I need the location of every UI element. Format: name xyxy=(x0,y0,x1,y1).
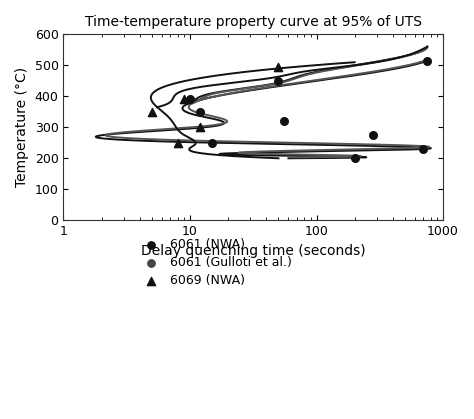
6061 (Gulloti et al.) xyxy=(419,146,427,153)
6061 (Gulloti et al.) xyxy=(280,118,287,124)
6061 (NWA) xyxy=(423,57,431,64)
6061 (NWA) xyxy=(419,146,427,153)
6061 (Gulloti et al.) xyxy=(196,109,204,115)
6069 (NWA) xyxy=(274,64,282,70)
Y-axis label: Temperature (°C): Temperature (°C) xyxy=(15,67,29,187)
6069 (NWA) xyxy=(174,140,182,146)
X-axis label: Delay quenching time (seconds): Delay quenching time (seconds) xyxy=(141,244,365,258)
6069 (NWA) xyxy=(196,124,204,131)
6061 (NWA) xyxy=(209,140,216,146)
6061 (NWA) xyxy=(274,78,282,84)
6061 (Gulloti et al.) xyxy=(274,78,282,84)
6061 (Gulloti et al.) xyxy=(209,140,216,146)
6069 (NWA) xyxy=(148,109,155,115)
6061 (Gulloti et al.) xyxy=(186,96,194,103)
6069 (NWA) xyxy=(181,96,188,103)
Title: Time-temperature property curve at 95% of UTS: Time-temperature property curve at 95% o… xyxy=(85,15,422,29)
6061 (Gulloti et al.) xyxy=(423,57,431,64)
6061 (NWA) xyxy=(369,132,377,138)
6061 (NWA) xyxy=(351,155,358,162)
6061 (NWA) xyxy=(196,109,204,115)
6061 (Gulloti et al.) xyxy=(369,132,377,138)
Legend: 6061 (NWA), 6061 (Gulloti et al.), 6069 (NWA): 6061 (NWA), 6061 (Gulloti et al.), 6069 … xyxy=(134,233,297,292)
6061 (NWA) xyxy=(186,96,194,103)
6061 (Gulloti et al.) xyxy=(351,155,358,162)
6061 (NWA) xyxy=(280,118,287,124)
